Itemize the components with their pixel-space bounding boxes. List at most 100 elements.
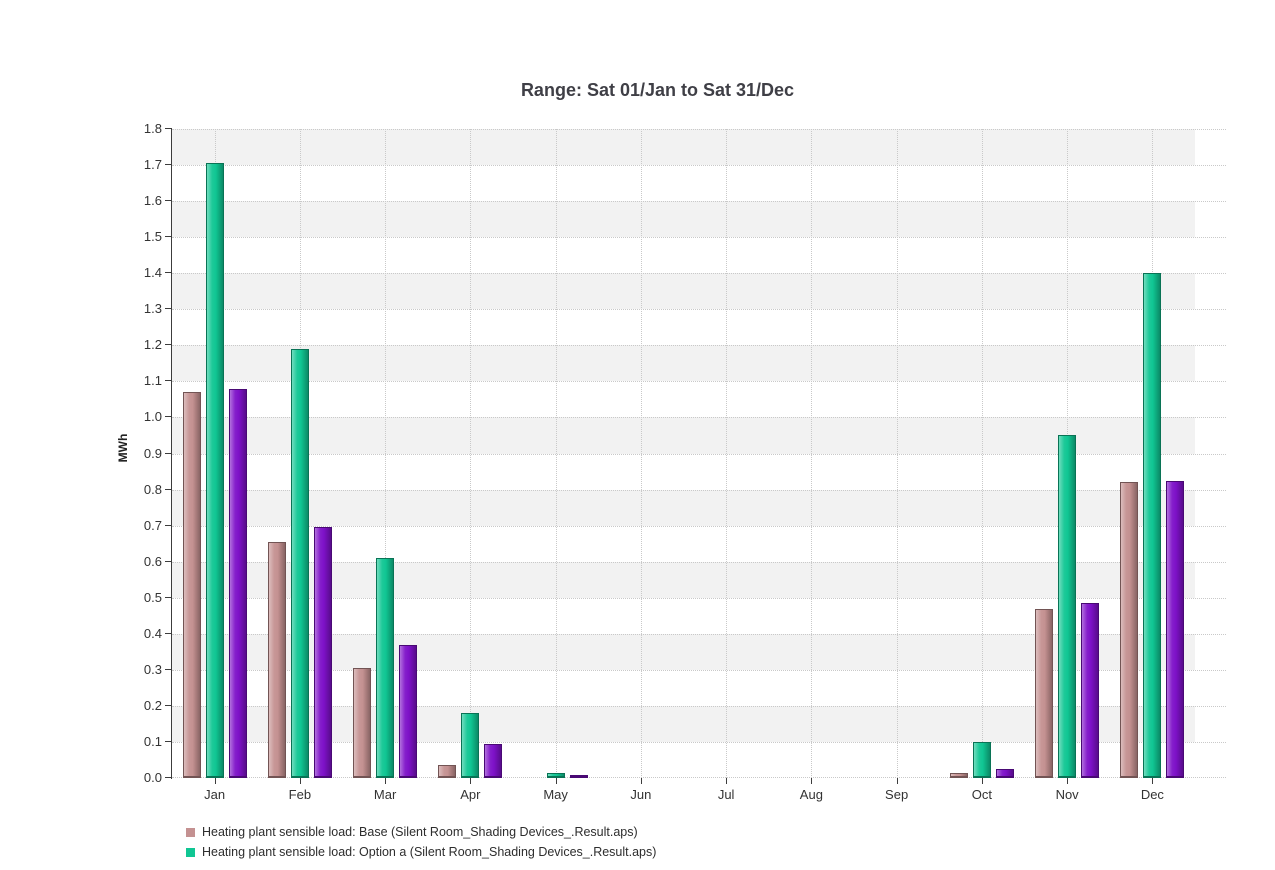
h-gridline bbox=[172, 597, 1226, 599]
h-gridline bbox=[172, 489, 1226, 491]
bar-option-a-nov bbox=[1058, 435, 1077, 778]
y-axis-tick-label: 0.8 bbox=[143, 481, 162, 497]
h-gridline bbox=[172, 309, 1226, 311]
y-axis-tick bbox=[165, 740, 172, 742]
bar-series-3-nov bbox=[1081, 603, 1100, 778]
y-axis-tick-label: 1.7 bbox=[143, 157, 162, 173]
h-gridline bbox=[172, 381, 1226, 383]
grid-band bbox=[172, 129, 1195, 166]
y-axis-tick bbox=[165, 632, 172, 634]
y-axis-tick-label: 1.6 bbox=[143, 193, 162, 209]
grid-band bbox=[172, 273, 1195, 310]
legend-swatch-icon bbox=[186, 827, 195, 837]
h-gridline bbox=[172, 345, 1226, 347]
y-axis-tick bbox=[165, 524, 172, 526]
x-axis-month-label: Apr bbox=[460, 787, 481, 802]
y-axis-tick bbox=[165, 236, 172, 238]
bar-base-feb bbox=[267, 541, 286, 778]
y-axis-tick-label: 0.3 bbox=[143, 661, 162, 677]
bar-series-3-feb bbox=[313, 527, 332, 778]
y-axis-tick-label: 0.9 bbox=[143, 445, 162, 461]
y-axis-tick bbox=[165, 344, 172, 346]
y-axis-tick bbox=[165, 560, 172, 562]
y-axis-tick-label: 0.4 bbox=[143, 625, 162, 641]
grid-band bbox=[172, 489, 1195, 526]
bar-base-dec bbox=[1120, 482, 1139, 778]
x-axis-tick bbox=[1152, 778, 1154, 784]
x-axis-tick bbox=[811, 778, 813, 784]
h-gridline bbox=[172, 561, 1226, 563]
bar-base-nov bbox=[1035, 608, 1054, 778]
h-gridline bbox=[172, 633, 1226, 635]
h-gridline bbox=[172, 165, 1226, 167]
legend-label: Heating plant sensible load: Base (Silen… bbox=[202, 825, 638, 839]
bar-series-3-mar bbox=[399, 644, 418, 778]
plot-area bbox=[172, 129, 1226, 778]
y-axis-tick-label: 0.7 bbox=[143, 517, 162, 533]
x-axis-month-label: Mar bbox=[373, 787, 397, 802]
x-axis-month-label: Jan bbox=[204, 787, 226, 802]
y-axis-tick-label: 1.2 bbox=[143, 337, 162, 353]
x-axis-tick bbox=[470, 778, 472, 784]
x-axis-tick bbox=[214, 778, 216, 784]
x-axis-month-label: Jun bbox=[630, 787, 652, 802]
x-axis-month-label: Dec bbox=[1140, 787, 1164, 802]
bar-option-a-jan bbox=[205, 163, 224, 778]
grid-band bbox=[172, 705, 1195, 742]
legend: Heating plant sensible load: Base (Silen… bbox=[186, 822, 656, 862]
bar-base-jan bbox=[182, 392, 201, 778]
y-axis-tick-label: 1.0 bbox=[143, 409, 162, 425]
grid-band bbox=[172, 345, 1195, 382]
bar-series-3-may bbox=[569, 775, 588, 778]
y-axis-tick bbox=[165, 704, 172, 706]
bar-base-apr bbox=[438, 765, 457, 778]
bar-series-3-dec bbox=[1166, 480, 1185, 778]
x-axis-tick bbox=[555, 778, 557, 784]
h-gridline bbox=[172, 201, 1226, 203]
legend-label: Heating plant sensible load: Option a (S… bbox=[202, 845, 657, 859]
grid-band bbox=[172, 381, 1195, 417]
bar-series-3-apr bbox=[484, 743, 503, 778]
y-axis-tick bbox=[165, 308, 172, 310]
y-axis-tick bbox=[165, 488, 172, 490]
x-axis-month-label: Sep bbox=[885, 787, 909, 802]
y-axis-tick-label: 0.2 bbox=[143, 697, 162, 713]
x-axis-tick bbox=[299, 778, 301, 784]
y-axis-tick bbox=[165, 164, 172, 166]
x-axis-month-label: Oct bbox=[971, 787, 992, 802]
h-gridline bbox=[172, 777, 1226, 778]
grid-band bbox=[172, 561, 1195, 598]
h-gridline bbox=[172, 237, 1226, 239]
y-axis-tick bbox=[165, 128, 172, 129]
grid-band bbox=[172, 201, 1195, 238]
y-axis-line bbox=[171, 128, 172, 779]
bar-option-a-dec bbox=[1143, 273, 1162, 778]
x-axis-tick bbox=[896, 778, 898, 784]
grid-band bbox=[172, 417, 1195, 454]
h-gridline bbox=[172, 705, 1226, 707]
bar-option-a-feb bbox=[290, 348, 309, 778]
y-axis-tick bbox=[165, 668, 172, 670]
y-axis-tick bbox=[165, 452, 172, 454]
h-gridline bbox=[172, 453, 1226, 455]
grid-band bbox=[172, 165, 1195, 201]
y-axis-tick-label: 1.8 bbox=[143, 121, 162, 136]
y-axis-tick-label: 0.5 bbox=[143, 589, 162, 605]
legend-swatch-icon bbox=[186, 847, 195, 857]
y-axis-tick bbox=[165, 272, 172, 274]
y-axis-tick-label: 0.6 bbox=[143, 553, 162, 569]
y-axis-tick-label: 0.1 bbox=[143, 733, 162, 749]
legend-item: Heating plant sensible load: Base (Silen… bbox=[186, 822, 656, 842]
x-axis-tick bbox=[1067, 778, 1069, 784]
bar-series-3-oct bbox=[995, 769, 1014, 778]
x-axis-month-label: Feb bbox=[288, 787, 312, 802]
y-axis-tick-label: 1.1 bbox=[143, 373, 162, 389]
x-axis-month-label: Aug bbox=[799, 787, 823, 802]
x-axis-tick bbox=[385, 778, 387, 784]
y-axis-tick-label: 1.3 bbox=[143, 301, 162, 317]
bar-base-mar bbox=[353, 668, 372, 778]
h-gridline bbox=[172, 129, 1226, 130]
chart-title: Range: Sat 01/Jan to Sat 31/Dec bbox=[520, 80, 795, 100]
h-gridline bbox=[172, 525, 1226, 527]
y-axis-tick-label: 1.4 bbox=[143, 265, 162, 281]
